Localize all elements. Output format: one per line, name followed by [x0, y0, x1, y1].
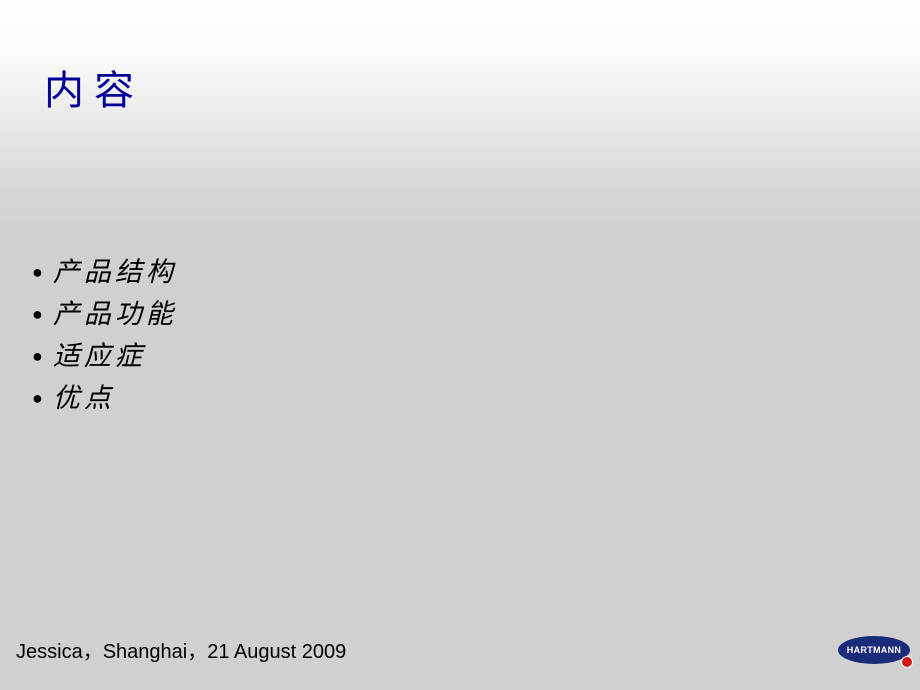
logo-badge-icon [901, 656, 913, 668]
logo-text: HARTMANN [847, 645, 901, 655]
slide-title: 内容 [44, 58, 144, 116]
slide-container: 内容 产品结构 产品功能 适应症 优点 Jessica，Shanghai，21 … [0, 0, 920, 690]
bullet-item: 产品功能 [32, 294, 177, 336]
bullet-item: 产品结构 [32, 252, 177, 294]
brand-logo: HARTMANN [838, 636, 910, 664]
bullet-item: 适应症 [32, 336, 177, 378]
footer-text: Jessica，Shanghai，21 August 2009 [16, 635, 346, 664]
logo-oval: HARTMANN [838, 636, 910, 664]
bullet-list: 产品结构 产品功能 适应症 优点 [32, 252, 177, 419]
bullet-item: 优点 [32, 378, 177, 420]
